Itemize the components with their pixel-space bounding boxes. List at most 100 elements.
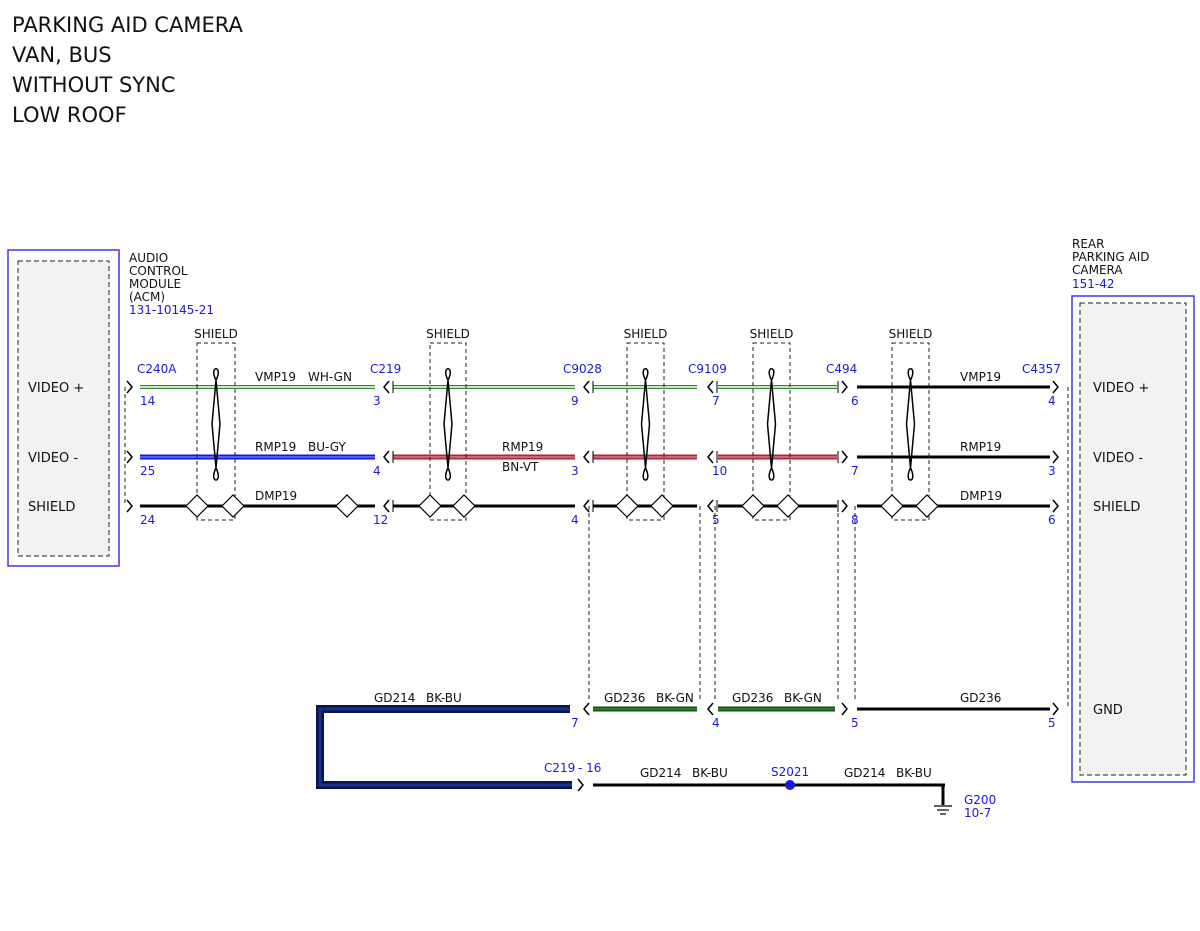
shield-box (626, 342, 665, 521)
shield-diamond (185, 494, 209, 518)
connector-arrow (383, 450, 390, 464)
pin-name: GND (1093, 703, 1123, 718)
pin-name: VIDEO - (1093, 451, 1143, 466)
module-name: CONTROL (129, 264, 188, 278)
connector-arrow (583, 702, 590, 716)
pin-number: 3 (1048, 464, 1056, 478)
shield-diamond (880, 494, 904, 518)
twist (211, 368, 221, 481)
connector-arrow (126, 450, 133, 464)
pin-number: 3 (571, 464, 579, 478)
module-part: 151-42 (1072, 277, 1115, 291)
connector-arrow (707, 702, 714, 716)
shield-box (196, 342, 236, 521)
splice (785, 780, 795, 790)
shield-label: SHIELD (889, 327, 933, 341)
connector-name: C9028 (563, 362, 602, 376)
wire-label: GD236 (732, 691, 773, 705)
pin-number: 12 (373, 513, 388, 527)
connector-arrow (841, 702, 848, 716)
connector-arrow (126, 380, 133, 394)
wire-label: BN-VT (502, 460, 539, 474)
shield-diamond (335, 494, 359, 518)
connector-name: C9109 (688, 362, 727, 376)
header-line: WITHOUT SYNC (12, 73, 176, 97)
shield-diamond (915, 494, 939, 518)
wire-label: GD214 (844, 766, 885, 780)
module-name: CAMERA (1072, 263, 1123, 277)
twist (443, 368, 453, 481)
shield-box (891, 342, 930, 521)
wire-label: RMP19 (255, 440, 296, 454)
wire-core (318, 707, 572, 787)
pin-number: 24 (140, 513, 155, 527)
wire-label: RMP19 (502, 440, 543, 454)
wire-label: BK-GN (656, 691, 694, 705)
module-name: (ACM) (129, 290, 165, 304)
pin-number: 4 (373, 464, 381, 478)
pin-name: VIDEO + (28, 381, 84, 396)
connector-arrow (707, 380, 714, 394)
connector-arrow (841, 499, 848, 513)
right-module-inner (1079, 302, 1187, 776)
pin-name: SHIELD (1093, 500, 1140, 515)
pin-number: 3 (373, 394, 381, 408)
pin-name: VIDEO + (1093, 381, 1149, 396)
connector-arrow (126, 499, 133, 513)
connector-arrow (1052, 499, 1059, 513)
left-module-inner (17, 260, 110, 557)
wire-label: BK-BU (426, 691, 462, 705)
wire-label: GD214 (640, 766, 681, 780)
header-line: LOW ROOF (12, 103, 127, 127)
wire-label: BK-BU (896, 766, 932, 780)
ground-connector-pin: - 16 (578, 761, 601, 775)
ground-point: G200 (964, 793, 996, 807)
pin-number: 6 (1048, 513, 1056, 527)
pin-number: 10 (712, 464, 727, 478)
module-name: AUDIO (129, 251, 168, 265)
shield-box (429, 342, 467, 521)
connector-arrow (841, 380, 848, 394)
shield-diamond (452, 494, 476, 518)
wire-label: BK-GN (784, 691, 822, 705)
shield-label: SHIELD (624, 327, 668, 341)
connector-arrow (583, 380, 590, 394)
shield-diamond (418, 494, 442, 518)
pin-name: SHIELD (28, 500, 75, 515)
pin-number: 5 (712, 513, 720, 527)
shield-label: SHIELD (194, 327, 238, 341)
pin-number: 4 (1048, 394, 1056, 408)
wire-label: BK-BU (692, 766, 728, 780)
connector-name: C494 (826, 362, 857, 376)
wire-label: DMP19 (960, 489, 1002, 503)
connector-arrow (383, 380, 390, 394)
module-part: 131-10145-21 (129, 303, 214, 317)
ground-ref: 10-7 (964, 806, 991, 820)
twist (766, 368, 777, 481)
connector-arrow (841, 450, 848, 464)
header-line: PARKING AID CAMERA (12, 13, 243, 37)
module-name: PARKING AID (1072, 250, 1150, 264)
shield-diamond (741, 494, 765, 518)
header-line: VAN, BUS (12, 43, 112, 67)
wire (316, 705, 572, 789)
pin-number: 7 (571, 716, 579, 730)
connector-name: C219 (370, 362, 401, 376)
splice-name: S2021 (771, 765, 809, 779)
wire-label: GD236 (604, 691, 645, 705)
shield-label: SHIELD (426, 327, 470, 341)
connector-name: C240A (137, 362, 177, 376)
ground-connector: C219 (544, 761, 575, 775)
pin-number: 4 (712, 716, 720, 730)
pin-number: 5 (851, 716, 859, 730)
connector-arrow (583, 450, 590, 464)
pin-number: 5 (1048, 716, 1056, 730)
wire-label: DMP19 (255, 489, 297, 503)
connector-arrow (383, 499, 390, 513)
wire-label: VMP19 (255, 370, 296, 384)
pin-number: 8 (851, 513, 859, 527)
wire-label: BU-GY (308, 440, 346, 454)
pin-number: 9 (571, 394, 579, 408)
left-module-box (7, 249, 120, 567)
